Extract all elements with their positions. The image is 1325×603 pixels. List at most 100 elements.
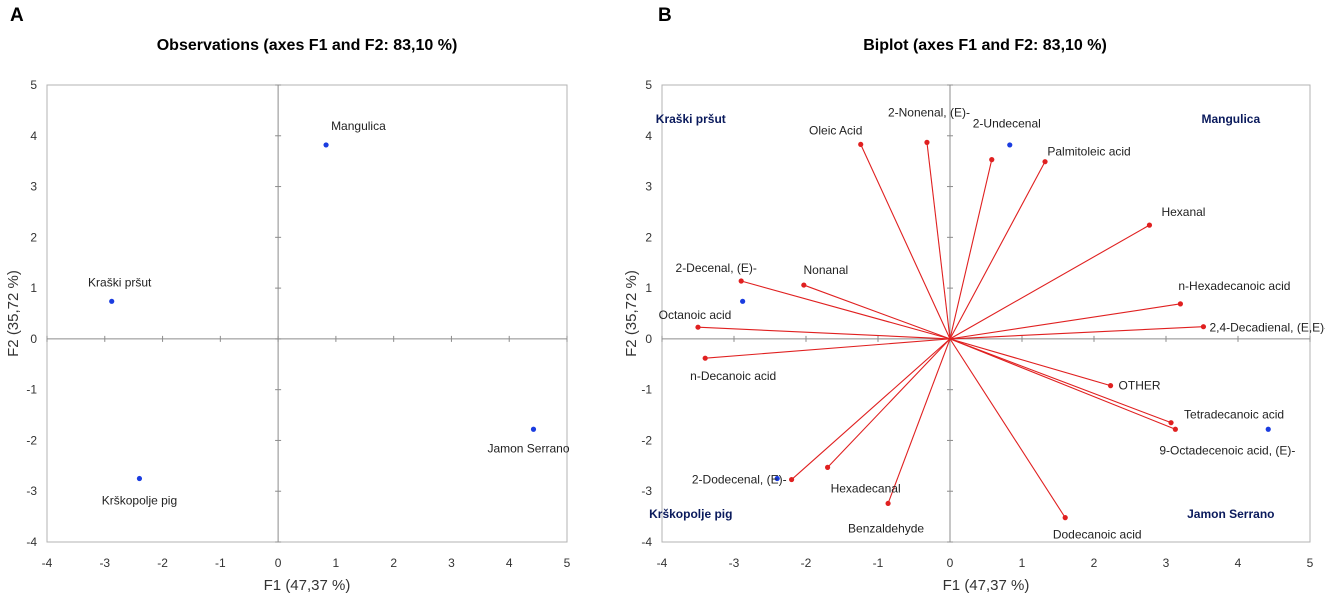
obs-x-axis-label: F1 (47,37 %) <box>264 577 351 594</box>
obs-x-tick-label: -4 <box>42 556 53 570</box>
variable-label: Benzaldehyde <box>848 521 924 535</box>
obs-x-tick-label: 0 <box>275 556 282 570</box>
panel-a-letter: A <box>10 5 24 26</box>
obs-y-tick-label: -4 <box>26 535 37 549</box>
variable-point <box>738 278 744 284</box>
loading-vector <box>860 144 951 340</box>
loading-vector <box>705 338 951 359</box>
biplot-y-axis-label: F2 (35,72 %) <box>623 270 640 357</box>
variable-label: Tetradecanoic acid <box>1184 408 1284 422</box>
biplot-plot-frame <box>661 84 1311 543</box>
biplot-observation-point <box>1007 142 1013 148</box>
loading-vector <box>926 142 951 339</box>
variable-point <box>885 500 891 507</box>
obs-y-tick-label: 3 <box>30 180 37 194</box>
loading-vector <box>949 326 1204 340</box>
biplot-x-tick-label: 5 <box>1307 556 1314 570</box>
variable-label: Dodecanoic acid <box>1053 528 1142 542</box>
biplot-y-tick-label: 0 <box>645 332 652 346</box>
variable-label: Hexanal <box>1161 205 1205 219</box>
observations-chart: Observations (axes F1 and F2: 83,10 %) F1… <box>5 37 571 594</box>
loading-vector <box>887 338 951 504</box>
obs-y-tick-label: 4 <box>30 129 37 143</box>
loading-vector <box>697 326 951 340</box>
obs-chart-title: Observations (axes F1 and F2: 83,10 %) <box>157 37 458 54</box>
variable-point <box>858 141 864 148</box>
biplot-x-tick-label: 4 <box>1235 556 1242 570</box>
variable-point <box>702 355 708 361</box>
biplot-y-tick-label: -3 <box>641 484 652 498</box>
loading-vector <box>791 338 951 480</box>
biplot-y-tick-label: -1 <box>641 383 652 397</box>
variable-label: 2-Dodecenal, (E)- <box>692 473 787 487</box>
quadrant-observation-label: Kraški pršut <box>656 112 726 126</box>
biplot-chart: Biplot (axes F1 and F2: 83,10 %) F1 (47,3… <box>623 37 1325 594</box>
panel-b-letter: B <box>658 5 672 26</box>
variable-label: 2-Undecenal <box>973 117 1041 131</box>
obs-x-tick-label: -3 <box>99 556 110 570</box>
loading-vector <box>741 280 951 340</box>
loading-vector <box>803 284 951 340</box>
variable-point <box>924 139 930 145</box>
variable-point <box>1062 515 1068 521</box>
loading-vector <box>949 303 1181 340</box>
observation-point <box>109 298 115 304</box>
variable-point <box>801 282 807 288</box>
quadrant-observation-label: Mangulica <box>1201 112 1260 126</box>
obs-y-tick-label: 5 <box>30 78 37 92</box>
variable-point <box>695 324 701 330</box>
variable-label: Hexadecanal <box>831 481 901 495</box>
obs-y-axis-label: F2 (35,72 %) <box>5 270 22 357</box>
obs-y-tick-label: 1 <box>30 281 37 295</box>
biplot-x-tick-label: -3 <box>729 556 740 570</box>
obs-y-tick-label: 0 <box>30 332 37 346</box>
variable-label: 2-Nonenal, (E)- <box>888 105 970 119</box>
loading-vector <box>949 338 1066 518</box>
biplot-observation-point <box>1265 426 1271 432</box>
biplot-y-tick-label: 5 <box>645 78 652 92</box>
loading-vector <box>949 224 1150 340</box>
variable-label: Palmitoleic acid <box>1047 145 1130 159</box>
biplot-x-tick-label: 2 <box>1091 556 1098 570</box>
variable-label: 9-Octadecenoic acid, (E)- <box>1159 443 1295 457</box>
biplot-chart-title: Biplot (axes F1 and F2: 83,10 %) <box>863 37 1107 54</box>
variable-label: Nonanal <box>803 263 848 277</box>
variable-point <box>1107 383 1114 389</box>
obs-y-tick-label: -2 <box>26 433 37 447</box>
biplot-observation-point <box>740 298 746 304</box>
biplot-x-tick-label: 3 <box>1163 556 1170 570</box>
obs-x-tick-label: 4 <box>506 556 513 570</box>
variable-label: OTHER <box>1119 379 1161 393</box>
biplot-x-tick-label: -2 <box>801 556 812 570</box>
obs-x-tick-label: -2 <box>157 556 168 570</box>
obs-x-tick-label: 3 <box>448 556 455 570</box>
variable-point <box>1168 420 1174 426</box>
variable-point <box>989 157 995 163</box>
variable-point <box>1200 324 1207 330</box>
observation-label: Mangulica <box>331 119 386 133</box>
observation-label: Krškopolje pig <box>102 494 177 508</box>
obs-x-tick-label: 5 <box>564 556 571 570</box>
obs-y-tick-label: -1 <box>26 383 37 397</box>
biplot-y-tick-label: -2 <box>641 433 652 447</box>
observation-label: Jamon Serrano <box>487 441 569 455</box>
quadrant-observation-label: Krškopolje pig <box>649 507 732 521</box>
obs-x-tick-label: 2 <box>390 556 397 570</box>
loading-vector <box>949 161 1046 340</box>
variable-point <box>789 476 795 483</box>
obs-plot-frame <box>46 84 568 543</box>
biplot-y-tick-label: 2 <box>645 230 652 244</box>
loading-vector <box>949 338 1176 430</box>
loading-vector <box>949 338 1172 424</box>
biplot-x-tick-label: -1 <box>873 556 884 570</box>
observation-point <box>323 142 329 148</box>
loading-vector <box>949 159 993 340</box>
biplot-x-tick-label: 1 <box>1019 556 1026 570</box>
variable-label: 2,4-Decadienal, (E,E)- <box>1209 321 1325 335</box>
variable-label: Oleic Acid <box>809 123 862 137</box>
variable-label: n-Hexadecanoic acid <box>1178 279 1290 293</box>
variable-point <box>1042 159 1048 165</box>
biplot-y-tick-label: -4 <box>641 535 652 549</box>
quadrant-observation-label: Jamon Serrano <box>1187 507 1274 521</box>
